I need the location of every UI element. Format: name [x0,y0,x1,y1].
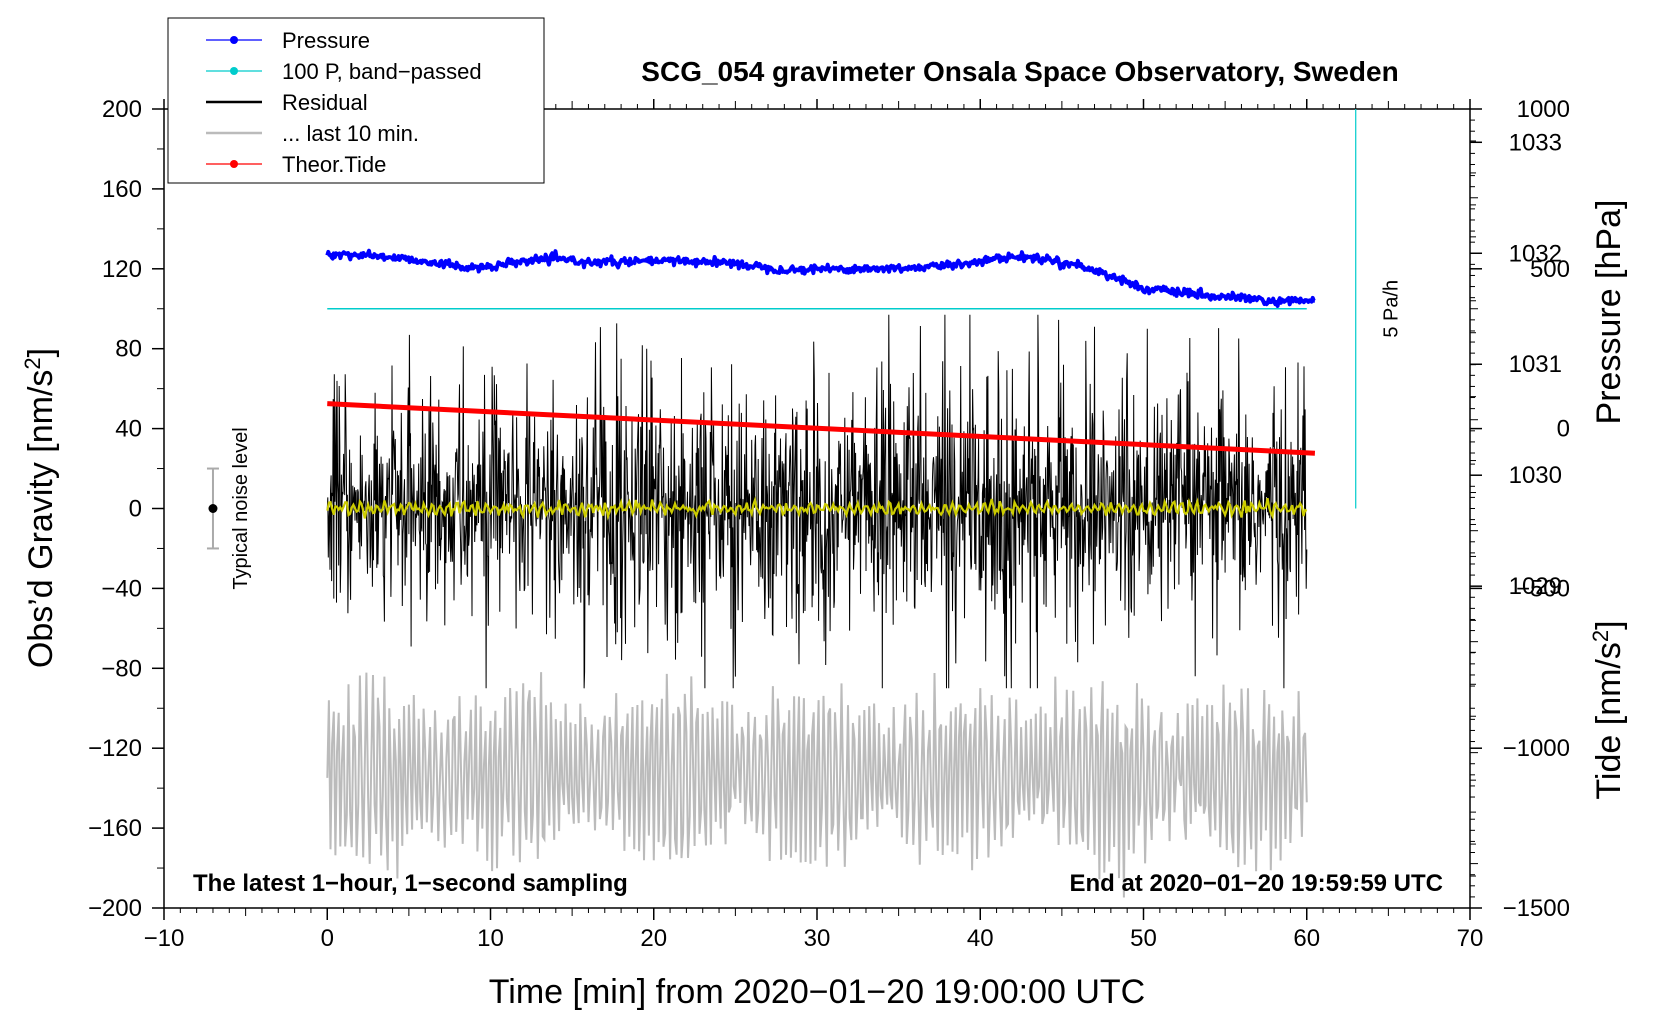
legend-marker [230,36,238,44]
pressure-series [325,248,1316,308]
x-tick-label: 60 [1293,925,1320,952]
y-axis-title-gravity: Obs’d Gravity [nm/s2] [20,348,61,668]
pressure-rate-marker: 5 Pa/h [1355,109,1403,509]
tide-tick-label: 0 [1557,416,1570,443]
y-tick-label: 200 [102,96,142,123]
y-axis-gravity: −200 −160 −120 −80 −40 0 40 80 120 160 200 [88,96,164,922]
y-tick-label: −80 [101,655,142,682]
x-tick-label: 50 [1130,925,1157,952]
y-tick-label: 120 [102,256,142,283]
residual-filtered-series [326,495,1308,521]
annotation-end-time: End at 2020−01−20 19:59:59 UTC [1069,870,1443,897]
y-axis-title-tide: Tide [nm/s2] [1588,620,1629,799]
legend-label: Pressure [282,28,370,53]
x-axis-title: Time [min] from 2020−01−20 19:00:00 UTC [489,973,1145,1011]
y-tick-label: −160 [88,815,142,842]
pressure-tick-label: 1029 [1509,573,1562,600]
tide-tick-label: −1500 [1503,895,1570,922]
legend-marker [230,160,238,168]
legend: Pressure 100 P, band−passed Residual ... la… [167,17,545,184]
y-axis-pressure: 1029 1030 1031 1032 1033 [1470,108,1562,909]
legend-label: Theor.Tide [282,152,386,177]
noise-level-label: Typical noise level [230,427,252,589]
noise-level-dot [208,504,218,513]
y-axis-tide: −1500 −1000 −500 0 500 1000 [1470,96,1570,922]
pressure-line [325,248,1316,308]
x-tick-label: 10 [477,925,504,952]
x-tick-label: 20 [640,925,667,952]
x-tick-label: 30 [804,925,831,952]
x-tick-label: 40 [967,925,994,952]
x-axis: −10 0 10 20 30 40 50 60 70 [144,99,1484,952]
y-tick-label: −200 [88,895,142,922]
last-ten-min-series [326,672,1308,898]
y-tick-label: 40 [115,416,142,443]
legend-label: ... last 10 min. [282,121,419,146]
y-axis-title-pressure: Pressure [hPa] [1590,200,1628,425]
legend-box [167,17,545,184]
tide-tick-label: −1000 [1503,735,1570,762]
x-tick-label: −10 [144,925,185,952]
pressure-rate-label: 5 Pa/h [1381,280,1403,338]
last-ten-min-line [326,672,1308,898]
annotation-sampling: The latest 1−hour, 1−second sampling [193,870,628,897]
noise-level-marker: Typical noise level [206,427,252,590]
y-tick-label: 0 [129,496,142,523]
x-tick-label: 70 [1457,925,1484,952]
x-tick-label: 0 [321,925,334,952]
y-tick-label: −40 [101,575,142,602]
residual-series [326,314,1308,689]
legend-label: 100 P, band−passed [282,59,482,84]
residual-filtered-line [326,495,1308,521]
pressure-tick-label: 1031 [1509,351,1562,378]
y-tick-label: 80 [115,336,142,363]
tide-line [327,401,1316,456]
theoretical-tide-series [327,401,1316,456]
residual-line [326,314,1308,689]
chart-title: SCG_054 gravimeter Onsala Space Observat… [641,56,1398,87]
pressure-tick-label: 1032 [1509,240,1562,267]
tide-tick-label: 1000 [1517,96,1570,123]
pressure-tick-label: 1030 [1509,462,1562,489]
tide-tick-label: −500 [1516,575,1570,602]
y-tick-label: −120 [88,735,142,762]
pressure-tick-label: 1033 [1509,129,1562,156]
y-tick-label: 160 [102,176,142,203]
legend-marker [230,67,238,75]
tide-tick-label: 500 [1530,256,1570,283]
legend-label: Residual [282,90,368,115]
